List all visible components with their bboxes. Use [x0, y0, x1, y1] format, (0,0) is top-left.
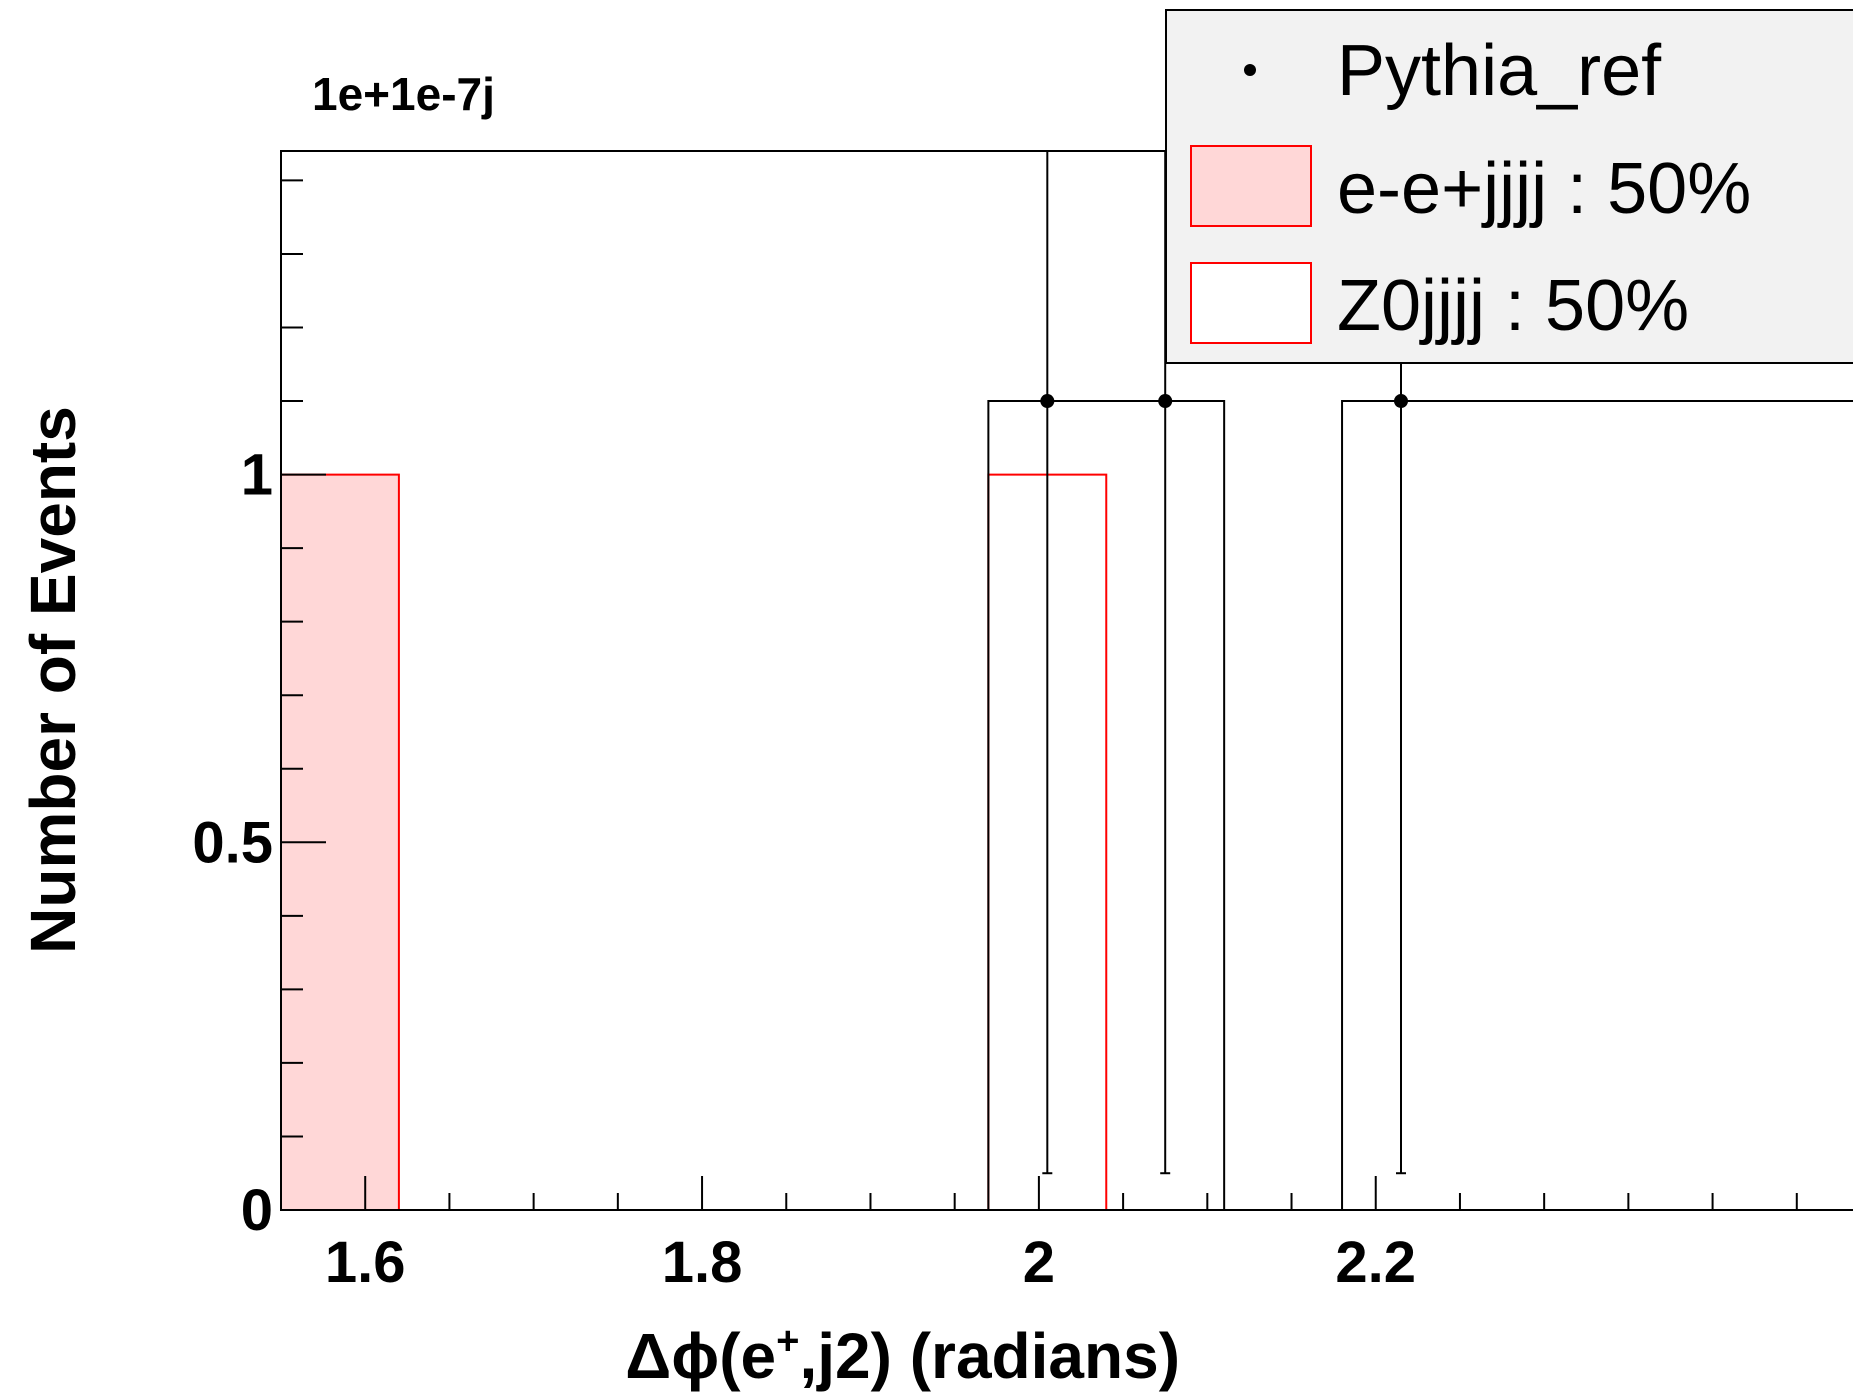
- x-axis-title-main: Δϕ(e: [625, 1320, 776, 1392]
- point-pythia: [1040, 394, 1055, 409]
- legend-marker-pythia: [1244, 64, 1256, 76]
- x-tick-label: 2: [1023, 1230, 1055, 1295]
- x-axis-title-suffix: ,j2) (radians): [799, 1320, 1180, 1392]
- legend-label-z0jjjj: Z0jjjj : 50%: [1337, 266, 1689, 346]
- y-axis-title: Number of Events: [17, 406, 89, 954]
- x-tick-label: 1.6: [325, 1230, 406, 1295]
- y-tick-label: 1: [241, 443, 273, 508]
- y-tick-label: 0: [241, 1178, 273, 1243]
- axes: [280, 151, 1853, 1211]
- legend-swatch-eejjjj: [1190, 145, 1312, 227]
- step-pythia: [987, 400, 1226, 1210]
- x-tick-label: 2.2: [1335, 1230, 1416, 1295]
- point-pythia: [1394, 394, 1408, 409]
- x-tick-label: 1.8: [662, 1230, 743, 1295]
- legend-swatch-z0jjjj: [1190, 262, 1312, 344]
- histogram-bins: [280, 400, 1853, 1211]
- step-pythia: [1341, 400, 1853, 1210]
- y-tick-label: 0.5: [192, 810, 273, 875]
- tick-labels: 1.6 1.8 2 2.2 0 0.5 1: [192, 443, 1416, 1295]
- axis-exponent-label: 1e+1e-7j: [312, 68, 495, 120]
- legend-label-pythia: Pythia_ref: [1337, 31, 1662, 111]
- point-pythia: [1158, 394, 1173, 409]
- x-axis-title: Δϕ(e+,j2) (radians): [625, 1319, 1180, 1392]
- legend-label-eejjjj: e-e+jjjj : 50%: [1337, 149, 1751, 229]
- legend: Pythia_ref e-e+jjjj : 50% Z0jjjj : 50%: [1165, 9, 1853, 364]
- x-axis-title-superscript: +: [776, 1319, 799, 1363]
